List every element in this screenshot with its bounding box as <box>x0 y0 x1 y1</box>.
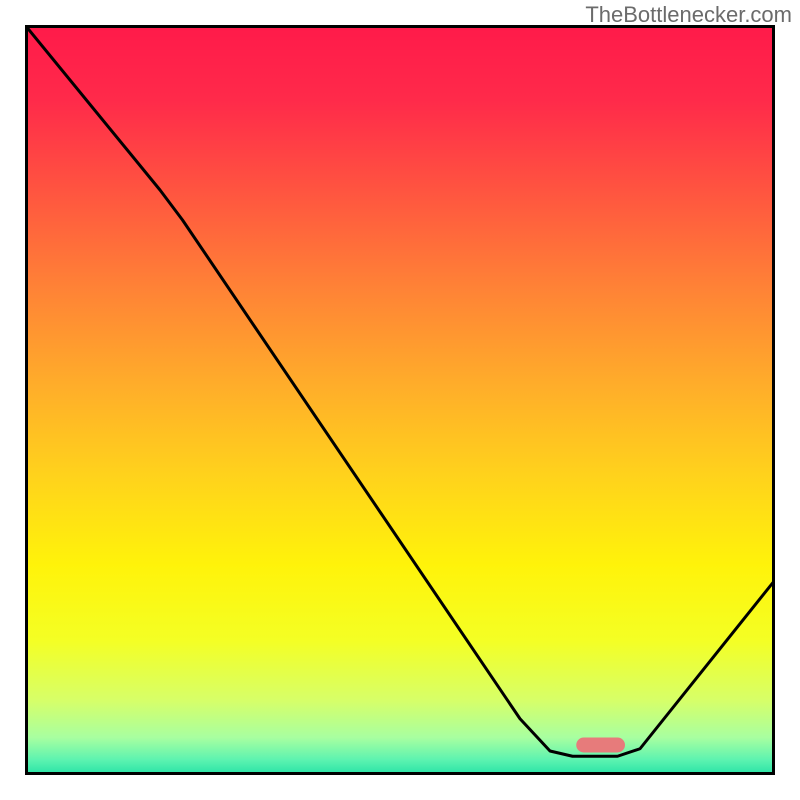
watermark-text: TheBottlenecker.com <box>585 2 792 28</box>
gradient-background <box>25 25 775 775</box>
optimal-range-marker <box>576 738 625 753</box>
bottleneck-chart <box>25 25 775 775</box>
chart-svg <box>25 25 775 775</box>
chart-container: TheBottlenecker.com <box>0 0 800 800</box>
